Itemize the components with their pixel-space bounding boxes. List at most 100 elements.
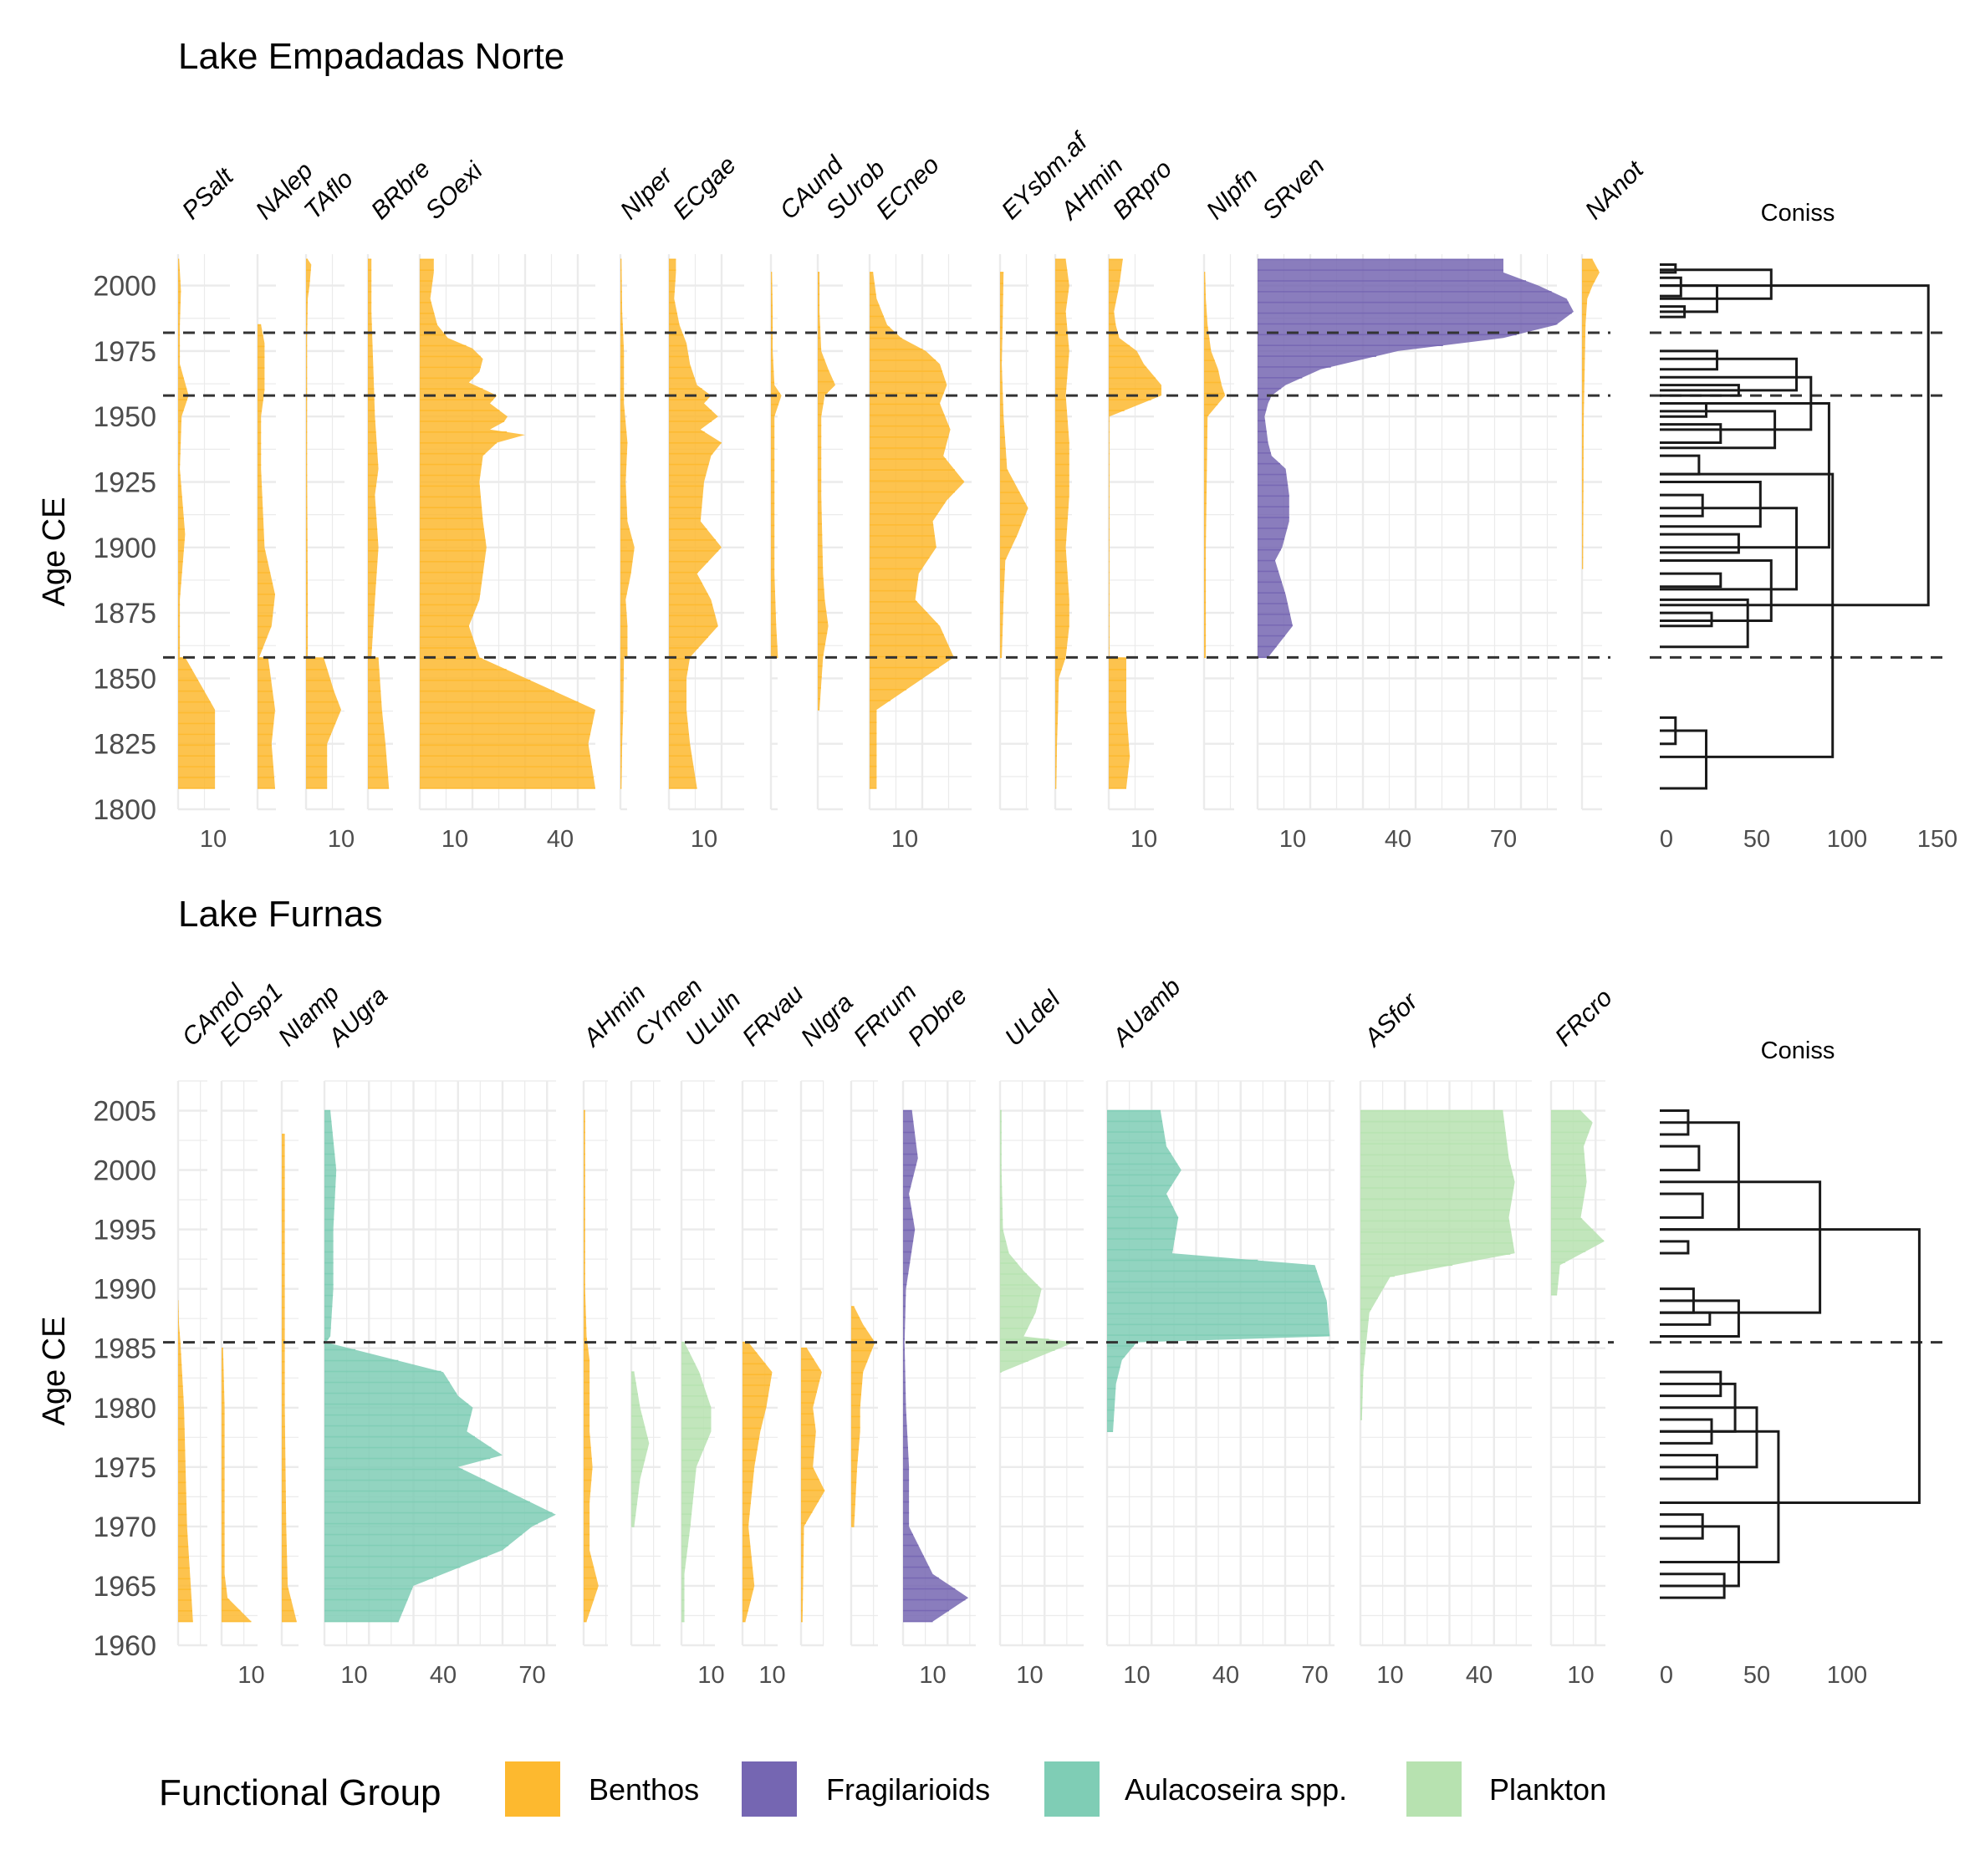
taxon-area xyxy=(324,1110,556,1622)
taxon-column-nipfn: NIpfn xyxy=(1202,163,1263,811)
y-tick-label: 1850 xyxy=(93,663,156,695)
y-tick-label: 1970 xyxy=(93,1512,156,1543)
dendrogram-branch xyxy=(1660,729,1708,790)
x-tick-label: 40 xyxy=(547,826,574,853)
dendrogram-branch xyxy=(1660,598,1749,649)
legend-label-benthos: Benthos xyxy=(589,1772,699,1807)
taxon-area xyxy=(743,1342,773,1622)
coniss-tick-label: 50 xyxy=(1743,826,1770,853)
legend-label-fragilarioids: Fragilarioids xyxy=(826,1772,990,1807)
x-tick-label: 40 xyxy=(430,1662,457,1689)
taxon-column-auamb: 10 40 70 AUamb xyxy=(1105,973,1335,1689)
y-tick-label: 2005 xyxy=(93,1096,156,1128)
coniss-label-furnas: Coniss xyxy=(1761,1037,1835,1064)
dendrogram-branch xyxy=(1660,480,1762,528)
x-tick-label: 10 xyxy=(891,826,918,853)
taxon-column-ecgae: 10 ECgae xyxy=(668,151,744,853)
coniss-tick-label: 0 xyxy=(1660,826,1673,853)
dendrogram-branch xyxy=(1660,1192,1704,1219)
y-tick-label: 1925 xyxy=(93,466,156,498)
taxon-column-nigra: NIgra xyxy=(796,989,859,1647)
taxon-area xyxy=(222,1348,252,1622)
x-tick-label: 10 xyxy=(200,826,227,853)
taxon-column-caund: CAund xyxy=(769,150,850,811)
x-tick-label: 40 xyxy=(1466,1662,1493,1689)
dendrogram-branch xyxy=(1660,1311,1712,1326)
taxon-name: ASfor xyxy=(1358,987,1424,1053)
panel-title-furnas: Lake Furnas xyxy=(178,894,383,935)
taxon-area xyxy=(1551,1110,1605,1295)
taxon-name: SRven xyxy=(1258,152,1330,225)
y-axis-title-empadadas: Age CE xyxy=(37,497,72,607)
taxon-column-eysbm-af: EYsbm.af xyxy=(997,127,1095,811)
coniss-tick-label: 100 xyxy=(1827,1662,1867,1689)
y-tick-label: 1995 xyxy=(93,1215,156,1246)
taxon-area xyxy=(1204,272,1226,658)
y-tick-label: 1965 xyxy=(93,1571,156,1603)
y-tick-label: 1900 xyxy=(93,533,156,564)
x-tick-label: 10 xyxy=(1567,1662,1594,1689)
dendrogram-branch xyxy=(1660,472,1835,758)
x-tick-label: 10 xyxy=(919,1662,946,1689)
taxon-name: NIpfn xyxy=(1202,163,1263,225)
x-tick-label: 10 xyxy=(328,826,355,853)
dendrogram-branch xyxy=(1660,402,1708,418)
dendrogram-branch xyxy=(1660,1121,1740,1231)
legend-title: Functional Group xyxy=(159,1772,441,1813)
taxon-column-cymen: CYmen xyxy=(630,973,708,1647)
x-tick-label: 10 xyxy=(691,826,717,853)
taxon-name: FRvau xyxy=(737,980,809,1052)
y-tick-label: 2000 xyxy=(93,271,156,303)
y-tick-label: 1800 xyxy=(93,794,156,826)
taxon-name: NAnot xyxy=(1580,155,1650,224)
x-tick-label: 70 xyxy=(518,1662,545,1689)
legend-swatch-benthos xyxy=(505,1761,560,1817)
taxon-column-camol: CAmol xyxy=(177,978,251,1647)
taxon-area xyxy=(368,259,390,788)
taxon-area xyxy=(282,1134,297,1622)
taxon-column-asfor: 10 40 ASfor xyxy=(1358,987,1532,1689)
taxon-area xyxy=(801,1348,825,1622)
dendrogram-branch xyxy=(1660,493,1704,517)
dendrogram-branch xyxy=(1660,1144,1701,1172)
x-tick-label: 10 xyxy=(237,1662,264,1689)
dendrogram-branch xyxy=(1660,268,1773,300)
taxon-name: FRcro xyxy=(1550,984,1618,1052)
y-axis-title-furnas: Age CE xyxy=(37,1317,72,1426)
x-tick-label: 70 xyxy=(1301,1662,1328,1689)
x-tick-label: 10 xyxy=(340,1662,367,1689)
x-tick-label: 40 xyxy=(1212,1662,1239,1689)
taxon-name: AUamb xyxy=(1106,973,1186,1053)
x-tick-label: 10 xyxy=(441,826,468,853)
coniss-tick-label: 100 xyxy=(1827,826,1867,853)
dendrogram-branch xyxy=(1660,1525,1740,1588)
dendrogram-branch xyxy=(1660,533,1740,554)
taxon-column-ahmin: AHmin xyxy=(577,979,651,1647)
dendrogram-branch xyxy=(1660,402,1830,549)
dendrogram-branch xyxy=(1660,284,1930,607)
dendrogram-branch xyxy=(1660,263,1677,274)
taxon-name: PSalt xyxy=(177,162,240,225)
dendrogram-branch xyxy=(1660,1299,1740,1338)
taxon-name: SOexi xyxy=(421,156,489,225)
coniss-tick-label: 150 xyxy=(1917,826,1957,853)
taxon-area xyxy=(1000,1110,1074,1373)
taxon-area xyxy=(771,272,782,658)
legend-label-aulacoseira: Aulacoseira spp. xyxy=(1125,1772,1347,1807)
x-tick-label: 70 xyxy=(1490,826,1517,853)
taxon-area xyxy=(1000,272,1028,658)
y-tick-label: 1950 xyxy=(93,401,156,433)
taxon-name: ECgae xyxy=(668,151,742,225)
dendrogram-branch xyxy=(1660,454,1701,476)
taxon-column-ecneo: 10 ECneo xyxy=(868,151,972,853)
taxon-area xyxy=(1109,259,1161,788)
taxon-column-psalt: 10 PSalt xyxy=(177,162,240,853)
y-tick-label: 2000 xyxy=(93,1155,156,1187)
taxon-area xyxy=(681,1342,712,1622)
x-tick-label: 10 xyxy=(1016,1662,1043,1689)
taxon-area xyxy=(1055,259,1069,788)
